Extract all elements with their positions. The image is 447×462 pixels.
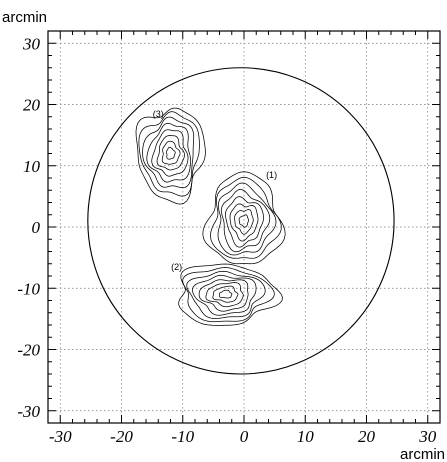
contour-level xyxy=(212,285,239,303)
x-tick-label: 30 xyxy=(418,427,437,446)
contour-level xyxy=(192,274,257,316)
contour-level xyxy=(225,196,264,248)
contour-level xyxy=(165,146,176,160)
x-tick-label: -30 xyxy=(49,427,72,446)
grid-lines xyxy=(48,31,440,423)
source-label: (3) xyxy=(153,109,164,119)
y-tick-label: -10 xyxy=(17,279,40,298)
x-tick-label: -10 xyxy=(171,427,194,446)
y-tick-label: 20 xyxy=(23,96,41,115)
y-tick-label: -30 xyxy=(17,402,40,421)
contour-level xyxy=(135,107,206,205)
y-axis-unit-label: arcmin xyxy=(2,9,47,26)
x-tick-label: 0 xyxy=(240,427,249,446)
contour-level xyxy=(198,279,249,312)
field-of-view-circle xyxy=(87,67,395,375)
y-tick-label: -20 xyxy=(17,341,40,360)
contour-level xyxy=(205,282,244,308)
x-tick-label: -20 xyxy=(110,427,133,446)
contour-level xyxy=(142,116,195,189)
tick-marks xyxy=(48,31,440,423)
contour-level xyxy=(234,209,254,235)
source-label: (2) xyxy=(171,262,182,272)
y-tick-label: 30 xyxy=(22,34,41,53)
contour-level xyxy=(178,263,283,326)
tick-labels: -30 -20 -10 0 10 20 30 -30 -20 -10 0 10 20 30 xyxy=(17,34,436,446)
contour-level xyxy=(217,182,277,256)
contour-level xyxy=(182,267,275,323)
contour-level xyxy=(238,214,250,228)
field-of-view-layer xyxy=(87,67,395,375)
contour-level xyxy=(220,189,271,253)
source-labels: (1) (2) (3) xyxy=(153,109,277,272)
contour-level xyxy=(219,289,233,299)
contour-level xyxy=(138,111,200,197)
contour-level xyxy=(229,203,259,242)
contour-level xyxy=(210,176,282,259)
source-label: (1) xyxy=(266,170,277,180)
contour-level xyxy=(186,270,266,319)
x-tick-label: 10 xyxy=(297,427,315,446)
contour-level xyxy=(156,135,185,171)
x-axis-unit-label: arcmin xyxy=(400,446,445,462)
contour-layer xyxy=(135,107,286,326)
y-tick-label: 0 xyxy=(32,218,41,237)
contour-level xyxy=(161,140,181,165)
x-tick-label: 20 xyxy=(358,427,376,446)
contour-level xyxy=(202,171,286,265)
contour-level xyxy=(146,122,191,183)
contour-level xyxy=(151,129,189,177)
y-tick-label: 10 xyxy=(23,157,41,176)
